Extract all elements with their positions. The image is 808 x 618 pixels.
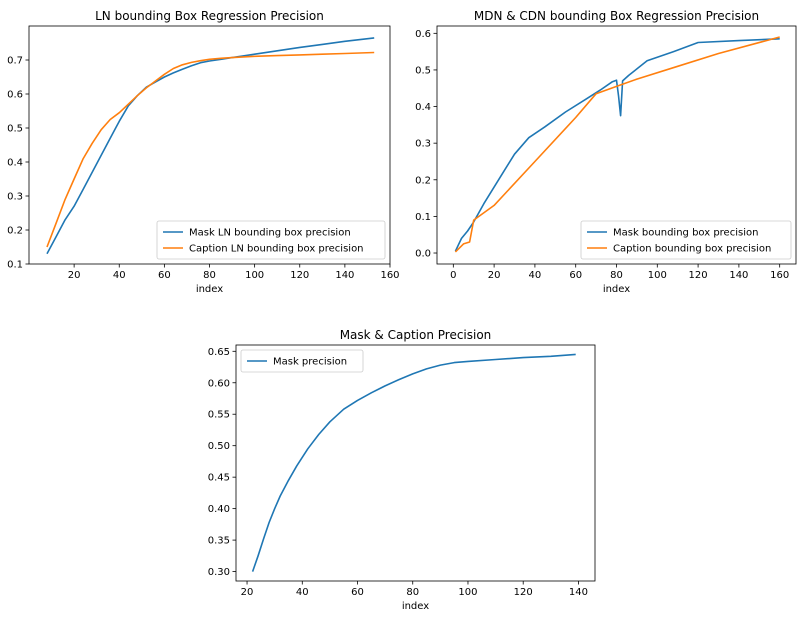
series-line-2: [454, 36, 780, 253]
y-tick-label: 0.50: [208, 441, 230, 452]
y-tick-label: 0.45: [208, 473, 230, 484]
legend-entry-2: Caption bounding box precision: [613, 244, 771, 255]
series-line-1: [251, 353, 576, 572]
legend-box: [156, 220, 386, 260]
chart-1: 20 40 60 80 100 120 140 160 0.1 0.2 0.3 0.4 0.5 0.6 0.…: [7, 9, 399, 295]
x-tick-label: 40: [296, 587, 309, 598]
y-tick-label: 0.5: [7, 124, 23, 135]
x-tick-label: 160: [380, 270, 399, 281]
plot-frame: [235, 344, 596, 582]
x-tick-label: 100: [245, 270, 264, 281]
y-tick-label: 0.7: [7, 56, 23, 67]
legend-entry-2: Caption LN bounding box precision: [189, 244, 364, 255]
x-tick-label: 60: [569, 270, 582, 281]
chart-title: Mask & Caption Precision: [340, 328, 492, 342]
x-tick-label: 140: [729, 270, 748, 281]
y-tick-label: 0.3: [415, 139, 431, 150]
x-tick-label: 20: [241, 587, 254, 598]
series-line-1: [46, 37, 375, 255]
x-tick-label: 140: [335, 270, 354, 281]
x-tick-label: 80: [610, 270, 623, 281]
legend-entry-1: Mask precision: [273, 357, 347, 368]
x-tick-label: 40: [113, 270, 126, 281]
x-tick-label: 80: [203, 270, 216, 281]
x-tick-label: 20: [488, 270, 501, 281]
x-tick-label: 20: [68, 270, 81, 281]
chart-2: 0 20 40 60 80 100 120 140 160 0.0 0.1 0.2 0.3 0.4 0.5 0…: [415, 9, 797, 295]
legend: Mask precision: [240, 349, 364, 373]
x-tick-label: 60: [158, 270, 171, 281]
series-line-2: [46, 51, 375, 248]
y-tick-label: 0.5: [415, 65, 431, 76]
y-tick-label: 0.0: [415, 249, 431, 260]
y-tick-label: 0.6: [415, 29, 431, 40]
x-axis-label: index: [196, 284, 223, 295]
x-tick-label: 120: [290, 270, 309, 281]
y-tick-label: 0.55: [208, 410, 230, 421]
y-tick-label: 0.60: [208, 378, 230, 389]
x-tick-label: 120: [514, 587, 533, 598]
y-tick-label: 0.1: [7, 260, 23, 271]
y-tick-label: 0.4: [7, 158, 23, 169]
x-tick-label: 100: [648, 270, 667, 281]
legend: Mask bounding box precision Caption bound…: [580, 220, 792, 260]
x-tick-label: 0: [450, 270, 456, 281]
chart-title: MDN & CDN bounding Box Regression Precis…: [474, 9, 759, 23]
legend-box: [580, 220, 792, 260]
legend-entry-1: Mask bounding box precision: [613, 228, 758, 239]
y-tick-label: 0.40: [208, 504, 230, 515]
y-tick-label: 0.2: [7, 226, 23, 237]
legend-box: [240, 349, 364, 373]
x-tick-label: 60: [351, 587, 364, 598]
x-axis-label: index: [603, 284, 630, 295]
y-tick-label: 0.2: [415, 175, 431, 186]
series-line-1: [454, 38, 780, 252]
legend-entry-1: Mask LN bounding box precision: [189, 228, 351, 239]
x-tick-label: 80: [406, 587, 419, 598]
y-tick-label: 0.30: [208, 567, 230, 578]
x-tick-label: 160: [770, 270, 789, 281]
x-tick-label: 140: [569, 587, 588, 598]
y-tick-label: 0.3: [7, 192, 23, 203]
y-tick-label: 0.65: [208, 347, 230, 358]
chart-3: 20 40 60 80 100 120 140 0.30 0.35 0.40 0.45 0.50 0.5…: [208, 328, 596, 612]
chart-title: LN bounding Box Regression Precision: [95, 9, 324, 23]
y-tick-label: 0.1: [415, 212, 431, 223]
legend: Mask LN bounding box precision Caption LN…: [156, 220, 386, 260]
x-tick-label: 100: [458, 587, 477, 598]
x-axis-label: index: [402, 601, 429, 612]
y-tick-label: 0.6: [7, 90, 23, 101]
y-tick-label: 0.35: [208, 536, 230, 547]
y-tick-label: 0.4: [415, 102, 431, 113]
x-tick-label: 40: [529, 270, 542, 281]
x-tick-label: 120: [689, 270, 708, 281]
